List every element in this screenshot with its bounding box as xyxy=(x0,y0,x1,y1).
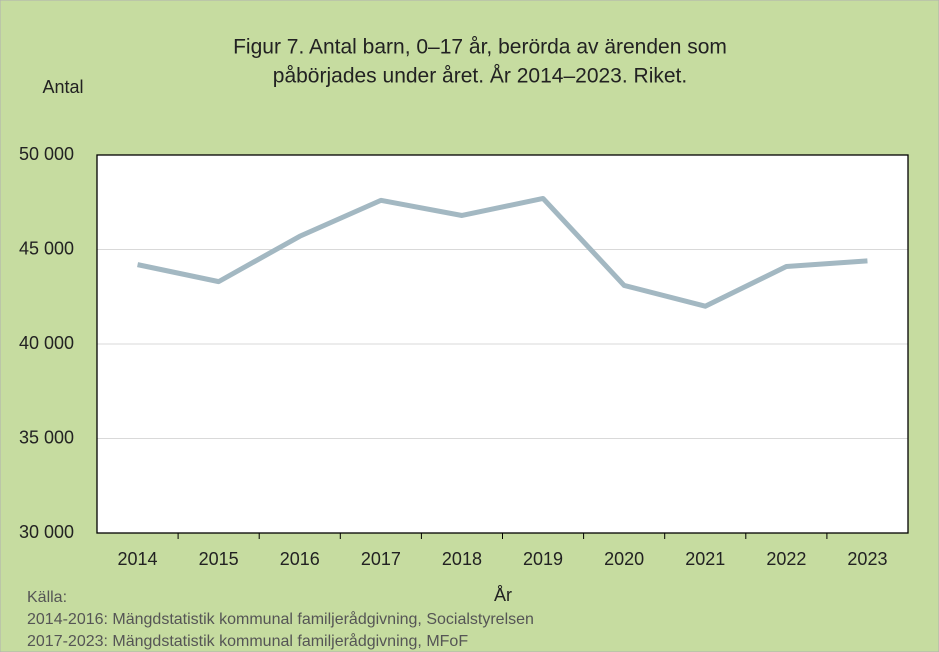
y-tick-label: 40 000 xyxy=(19,333,74,353)
x-tick-label: 2016 xyxy=(280,549,320,569)
x-axis-label: År xyxy=(494,585,512,605)
x-tick-label: 2022 xyxy=(766,549,806,569)
x-tick-label: 2020 xyxy=(604,549,644,569)
source: Källa: xyxy=(27,589,67,606)
x-tick-label: 2018 xyxy=(442,549,482,569)
y-tick-label: 35 000 xyxy=(19,427,74,447)
y-tick-label: 50 000 xyxy=(19,144,74,164)
chart-title: Figur 7. Antal barn, 0–17 år, berörda av… xyxy=(233,36,727,59)
x-tick-label: 2015 xyxy=(199,549,239,569)
source: 2014-2016: Mängdstatistik kommunal famil… xyxy=(27,610,534,628)
x-tick-label: 2017 xyxy=(361,549,401,569)
plot-border xyxy=(96,154,909,534)
y-tick-label: 45 000 xyxy=(19,238,74,258)
x-tick-label: 2023 xyxy=(847,549,887,569)
y-axis-label: Antal xyxy=(42,77,83,97)
x-tick-label: 2019 xyxy=(523,549,563,569)
y-tick-label: 30 000 xyxy=(19,522,74,542)
data-line xyxy=(137,195,868,309)
source: 2017-2023: Mängdstatistik kommunal famil… xyxy=(27,632,468,650)
chart-title: påbörjades under året. År 2014–2023. Rik… xyxy=(273,65,687,88)
x-tick-label: 2021 xyxy=(685,549,725,569)
x-tick-label: 2014 xyxy=(118,549,158,569)
